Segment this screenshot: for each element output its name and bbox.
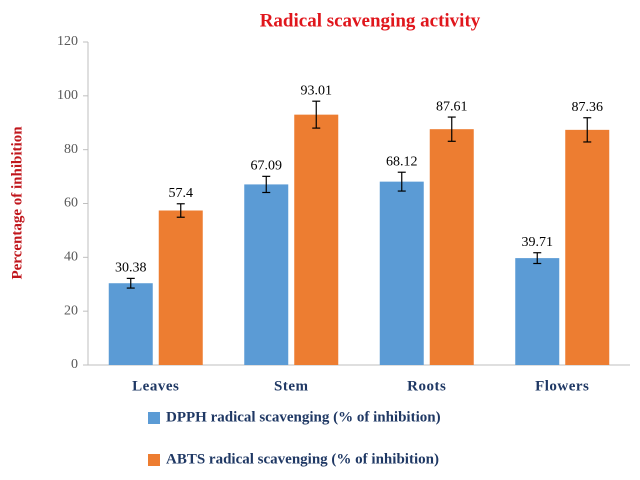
data-label: 39.71 — [522, 235, 554, 250]
data-label: 87.61 — [436, 99, 468, 114]
error-bar — [533, 252, 542, 265]
y-tick-label: 0 — [71, 357, 78, 372]
data-label: 30.38 — [115, 261, 147, 276]
error-bar — [397, 171, 406, 192]
data-label: 93.01 — [301, 83, 333, 98]
error-bar — [312, 100, 321, 129]
error-bar — [583, 117, 592, 143]
bar — [244, 184, 289, 365]
data-label: 87.36 — [572, 100, 604, 115]
bar — [379, 181, 424, 365]
legend-swatch — [148, 412, 160, 424]
x-tick-label: Stem — [274, 378, 309, 394]
error-bar — [126, 277, 135, 289]
legend-swatch — [148, 454, 160, 466]
bar — [294, 114, 339, 365]
legend-label: ABTS radical scavenging (% of inhibition… — [166, 451, 439, 467]
y-tick-label: 100 — [57, 88, 78, 103]
chart-title: Radical scavenging activity — [260, 10, 481, 31]
y-tick-label: 20 — [64, 303, 78, 318]
bar — [565, 129, 610, 365]
x-tick-label: Roots — [407, 378, 446, 394]
y-tick-label: 120 — [57, 34, 78, 49]
x-tick-label: Flowers — [535, 378, 589, 394]
x-tick-label: Leaves — [132, 378, 179, 394]
error-bar — [176, 203, 185, 218]
y-tick-label: 40 — [64, 250, 78, 265]
y-tick-label: 60 — [64, 196, 78, 211]
data-label: 57.4 — [169, 186, 194, 201]
bar — [429, 129, 474, 365]
legend-label: DPPH radical scavenging (% of inhibition… — [166, 409, 441, 425]
error-bar — [447, 116, 456, 142]
bar — [158, 210, 203, 365]
bar — [515, 258, 560, 365]
data-label: 68.12 — [386, 154, 418, 169]
y-tick-label: 80 — [64, 142, 78, 157]
bar — [108, 283, 153, 365]
data-label: 67.09 — [251, 159, 283, 174]
error-bar — [262, 175, 271, 194]
y-axis-label: Percentage of inhibition — [9, 126, 25, 280]
